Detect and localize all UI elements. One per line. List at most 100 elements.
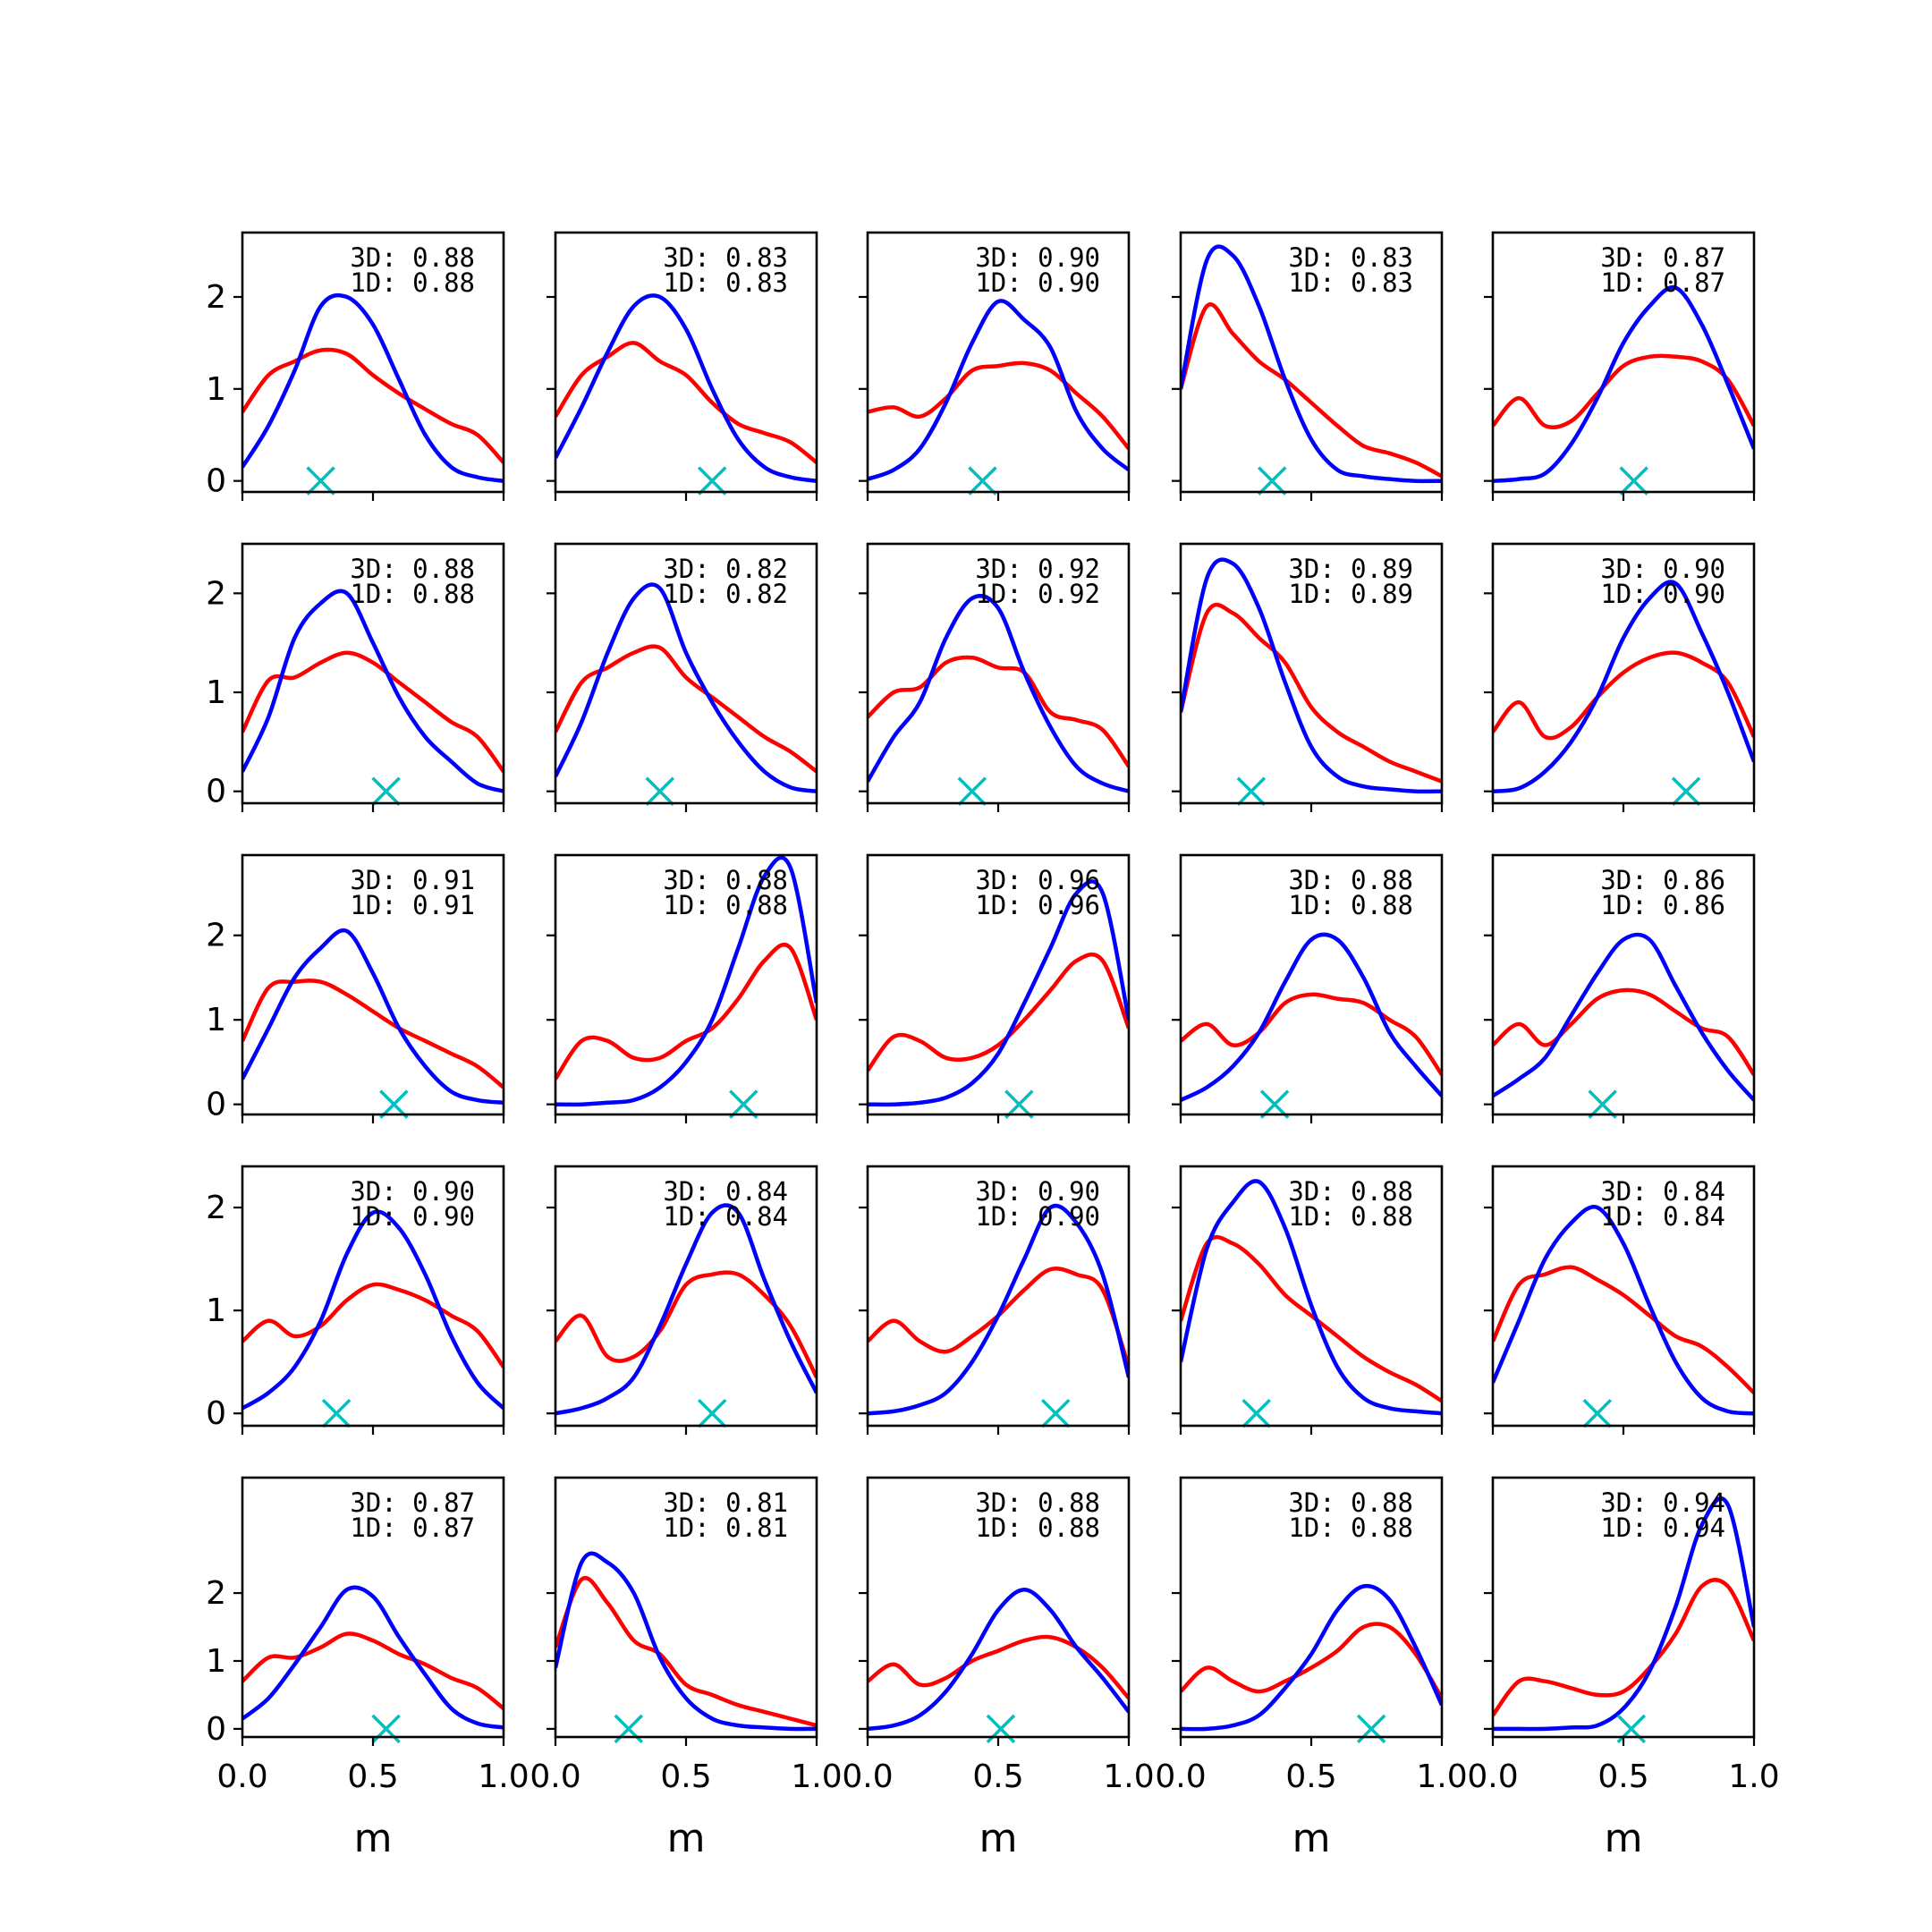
y-tick-label: 1: [206, 1643, 226, 1680]
score-annotation: 1D: 0.88: [1288, 1201, 1413, 1232]
score-annotation: 1D: 0.83: [1288, 267, 1413, 298]
score-annotation: 3D: 0.83: [1288, 242, 1413, 273]
score-annotation: 1D: 0.89: [1288, 579, 1413, 609]
red-curve: [242, 650, 504, 773]
red-curve: [555, 341, 817, 464]
score-annotation: 1D: 0.90: [350, 1201, 475, 1232]
red-curve: [242, 347, 504, 464]
x-tick-label: 1.0: [1728, 1758, 1779, 1795]
x-marker: [1356, 1714, 1386, 1744]
y-tick-label: 0: [206, 1087, 226, 1123]
blue-curve: [555, 855, 817, 1107]
score-annotation: 1D: 0.90: [975, 1201, 1100, 1232]
x-marker: [1236, 776, 1267, 806]
y-tick-label: 2: [206, 1190, 226, 1226]
score-annotation: 3D: 0.96: [975, 865, 1100, 895]
score-annotation: 3D: 0.92: [975, 554, 1100, 584]
blue-curve: [1493, 580, 1754, 793]
score-annotation: 3D: 0.88: [663, 865, 788, 895]
x-marker: [371, 776, 401, 806]
blue-curve: [242, 292, 504, 483]
y-tick-label: 2: [206, 918, 226, 954]
x-marker: [645, 776, 675, 806]
red-curve: [868, 952, 1129, 1072]
score-annotation: 1D: 0.88: [1288, 1513, 1413, 1543]
blue-curve: [868, 594, 1129, 793]
score-annotation: 1D: 0.81: [663, 1513, 788, 1543]
x-axis-label: m: [354, 1816, 393, 1861]
score-annotation: 3D: 0.84: [1600, 1176, 1725, 1207]
x-marker: [1582, 1398, 1613, 1428]
blue-curve: [1181, 244, 1442, 484]
score-annotation: 3D: 0.83: [663, 242, 788, 273]
score-annotation: 3D: 0.88: [975, 1487, 1100, 1518]
red-curve: [868, 1634, 1129, 1700]
y-tick-label: 0: [206, 463, 226, 500]
x-tick-label: 1.0: [1416, 1758, 1467, 1795]
red-curve: [1493, 1265, 1754, 1394]
red-curve: [1181, 1234, 1442, 1403]
x-tick-label: 0.5: [660, 1758, 711, 1795]
x-marker: [1588, 1089, 1617, 1119]
red-curve: [1181, 301, 1442, 479]
x-marker: [1619, 466, 1648, 496]
score-annotation: 3D: 0.90: [350, 1176, 475, 1207]
x-marker: [697, 1398, 727, 1428]
score-annotation: 3D: 0.94: [1600, 1487, 1725, 1518]
x-marker: [986, 1714, 1016, 1744]
blue-curve: [868, 879, 1129, 1107]
y-tick-label: 0: [206, 1711, 226, 1748]
red-curve: [868, 655, 1129, 768]
x-axis-label: m: [667, 1816, 706, 1861]
score-annotation: 3D: 0.82: [663, 554, 788, 584]
score-annotation: 1D: 0.88: [1288, 890, 1413, 920]
score-annotation: 3D: 0.90: [1600, 554, 1725, 584]
blue-curve: [555, 1551, 817, 1732]
x-tick-label: 1.0: [478, 1758, 529, 1795]
x-tick-label: 1.0: [791, 1758, 842, 1795]
blue-curve: [242, 589, 504, 793]
y-tick-label: 2: [206, 575, 226, 612]
x-tick-label: 0.5: [1597, 1758, 1648, 1795]
x-axis-label: m: [979, 1816, 1018, 1861]
score-annotation: 1D: 0.86: [1600, 890, 1725, 920]
blue-curve: [555, 293, 817, 483]
red-curve: [555, 942, 817, 1080]
x-tick-label: 0.0: [842, 1758, 893, 1795]
x-tick-label: 0.5: [347, 1758, 398, 1795]
score-annotation: 3D: 0.87: [350, 1487, 475, 1518]
blue-curve: [1493, 284, 1754, 483]
y-tick-label: 0: [206, 1395, 226, 1432]
x-marker: [1259, 1089, 1290, 1119]
score-annotation: 3D: 0.86: [1600, 865, 1725, 895]
x-marker: [1671, 776, 1701, 806]
blue-curve: [868, 1588, 1129, 1732]
score-annotation: 1D: 0.87: [350, 1513, 475, 1543]
blue-curve: [1493, 1205, 1754, 1416]
blue-curve: [242, 928, 504, 1106]
score-annotation: 1D: 0.88: [975, 1513, 1100, 1543]
x-marker: [379, 1089, 409, 1119]
score-annotation: 3D: 0.88: [350, 554, 475, 584]
score-annotation: 3D: 0.90: [975, 1176, 1100, 1207]
blue-curve: [1493, 1496, 1754, 1732]
blue-curve: [1181, 1583, 1442, 1732]
x-tick-label: 0.5: [972, 1758, 1023, 1795]
